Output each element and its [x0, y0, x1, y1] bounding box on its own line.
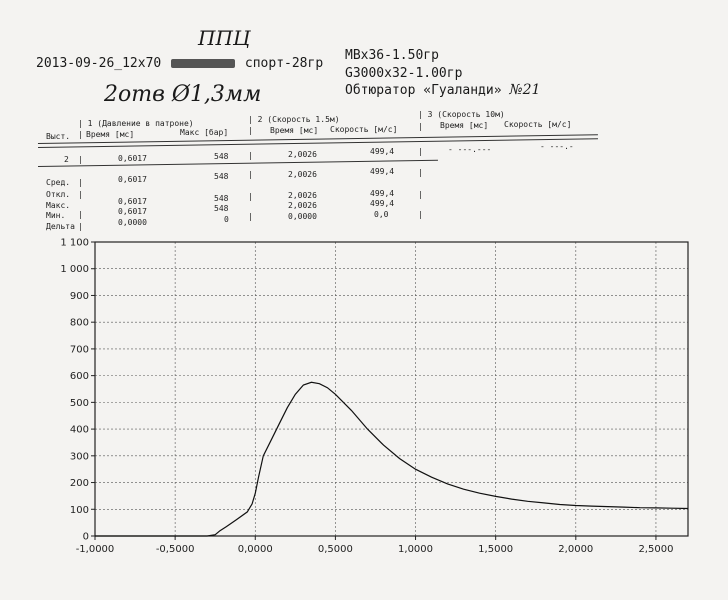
chart-ticks: 0 100 200 300 400 500 600 700 800 900 1 000 1 100 -1… — [60, 238, 673, 556]
stat-p1: 0 — [224, 215, 229, 224]
stat-t1: 0,0000 — [118, 218, 147, 227]
row-sep: | — [418, 147, 423, 156]
shot-v3: - ---.- — [540, 142, 574, 151]
stat-t2: 2,0026 — [288, 191, 317, 200]
obturator-line: Обтюратор «Гуаланди» №21 — [345, 82, 540, 98]
tick-label-y: 700 — [70, 344, 89, 355]
tick-label-x: 1,5000 — [478, 544, 513, 555]
row-sep: | — [78, 178, 83, 187]
stat-label: Откл. — [46, 190, 71, 199]
obturator-label: Обтюратор «Гуаланди» — [345, 83, 502, 98]
row-sep: | — [248, 212, 253, 221]
tick-label-y: 400 — [70, 425, 89, 436]
row-sep: | — [248, 170, 253, 179]
tick-label-y: 0 — [83, 532, 89, 543]
col-group1-max: Макс [бар] — [180, 128, 229, 137]
col-sep-3: | — [418, 122, 423, 131]
row-sep: | — [78, 190, 83, 199]
obturator-number: №21 — [509, 82, 541, 98]
shot-num: 2 — [64, 155, 69, 164]
stat-v2: 499,4 — [370, 167, 395, 176]
shot-t1: 0,6017 — [118, 154, 147, 163]
tick-label-y: 600 — [70, 371, 89, 382]
row-sep: | — [248, 151, 253, 160]
stat-t2: 2,0026 — [288, 201, 317, 210]
stat-p1: 548 — [214, 204, 229, 213]
shot-t2: 2,0026 — [288, 150, 317, 159]
col-group3-time: Время [мс] — [440, 121, 489, 130]
tick-label-x: -1,0000 — [76, 544, 115, 555]
stat-v2: 0,0 — [374, 210, 389, 219]
shot-v2: 499,4 — [370, 147, 395, 156]
stat-label: Дельта — [46, 222, 75, 231]
tick-label-x: 0,0000 — [238, 544, 273, 555]
stat-p1: 548 — [214, 194, 229, 203]
row-sep: | — [418, 210, 423, 219]
shot-t3: - ---.--- — [448, 145, 492, 154]
stat-t2: 0,0000 — [288, 212, 317, 221]
stat-v2: 499,4 — [370, 199, 395, 208]
row-sep: | — [78, 210, 83, 219]
stat-label: Макс. — [46, 201, 71, 210]
group3-title: | 3 (Скорость 10м) — [418, 110, 505, 119]
tick-label-y: 1 100 — [60, 238, 89, 249]
load-label: спорт-28гр — [244, 56, 324, 71]
date-shot-label: 2013-09-26_12x70 — [36, 56, 162, 71]
row-sep: | — [78, 222, 83, 231]
tick-label-y: 200 — [70, 478, 89, 489]
tick-label-x: 1,0000 — [398, 544, 433, 555]
group1-title: | 1 (Давление в патроне) — [78, 119, 194, 128]
handwritten-ppc: ППЦ — [198, 26, 251, 50]
tick-label-x: 2,0000 — [558, 544, 593, 555]
tick-label-y: 100 — [70, 505, 89, 516]
header-line-1: 2013-09-26_12x70 спорт-28гр — [36, 56, 323, 71]
col-group2-speed: Скорость [м/с] — [330, 125, 398, 134]
series-line — [95, 381, 689, 537]
row-sep: | — [418, 168, 423, 177]
stat-label: Сред. — [46, 178, 71, 187]
tick-label-y: 900 — [70, 291, 89, 302]
chart-grid — [95, 242, 688, 536]
tick-label-y: 500 — [70, 398, 89, 409]
chart-series — [95, 381, 689, 537]
col-group1-time: Время [мс] — [86, 130, 135, 139]
stat-v2: 499,4 — [370, 189, 395, 198]
stat-t1: 0,6017 — [118, 197, 147, 206]
g3000-label: G3000x32-1.00гр — [345, 66, 463, 81]
redacted-mark — [171, 59, 236, 68]
col-vystr: Выст. — [46, 132, 71, 141]
row-sep: | — [418, 190, 423, 199]
chart-axes — [91, 241, 689, 540]
row-sep: | — [78, 155, 83, 164]
stat-t1: 0,6017 — [118, 175, 147, 184]
shot-p1: 548 — [214, 152, 229, 161]
row-sep: | — [248, 192, 253, 201]
tick-label-x: 2,5000 — [638, 544, 673, 555]
col-group2-time: Время [мс] — [270, 126, 319, 135]
col-sep-2: | — [248, 126, 253, 135]
stat-t2: 2,0026 — [288, 170, 317, 179]
mbx-label: MBx36-1.50гр — [345, 48, 439, 63]
tick-label-y: 1 000 — [60, 264, 89, 275]
handwritten-holes: 2отв Ø1,3мм — [104, 82, 262, 107]
tick-label-x: 0,5000 — [318, 544, 353, 555]
plot-frame — [94, 241, 689, 537]
col-sep-1: | — [78, 130, 83, 139]
stat-p1: 548 — [214, 172, 229, 181]
tick-label-y: 800 — [70, 318, 89, 329]
stat-label: Мин. — [46, 211, 66, 220]
stat-t1: 0,6017 — [118, 207, 147, 216]
tick-label-y: 300 — [70, 451, 89, 462]
col-group3-speed: Скорость [м/с] — [504, 120, 572, 129]
tick-label-x: -0,5000 — [156, 544, 195, 555]
group2-title: | 2 (Скорость 1.5м) — [248, 115, 340, 124]
